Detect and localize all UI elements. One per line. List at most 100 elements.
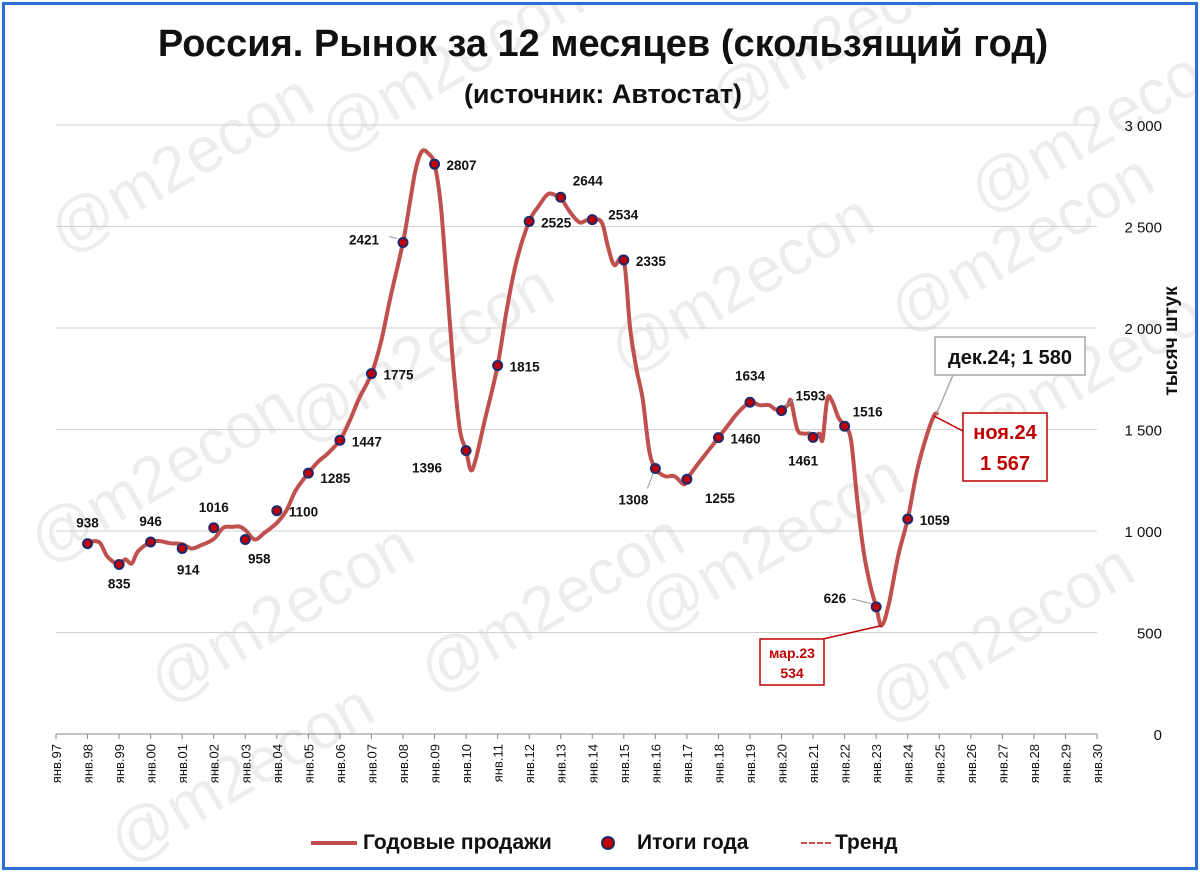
x-tick-label: янв.15 (617, 744, 632, 783)
watermark-text: @m2econ (16, 368, 305, 577)
x-tick-label: янв.28 (1027, 744, 1042, 783)
x-tick-label: янв.17 (680, 744, 695, 783)
x-tick-label: янв.21 (806, 744, 821, 783)
chart-title: Россия. Рынок за 12 месяцев (скользящий … (157, 23, 1049, 65)
line-chart: @m2econ@m2econ @m2econ@m2econ@m2econ@m2ec… (16, 5, 1195, 867)
data-label: 1059 (920, 513, 950, 528)
data-label: 1016 (199, 500, 230, 515)
x-tick-label: янв.03 (238, 744, 253, 783)
data-label: 2644 (573, 173, 604, 188)
watermark-text: @m2econ (276, 248, 565, 457)
x-tick-label: янв.27 (995, 744, 1010, 783)
x-tick-label: янв.30 (1090, 744, 1105, 783)
chart-subtitle: (источник: Автостат) (463, 79, 743, 109)
data-label: 1461 (788, 453, 819, 468)
data-label: 2335 (636, 254, 667, 269)
callout-text-dec24: дек.24; 1 580 (948, 347, 1072, 369)
data-label: 938 (76, 516, 99, 531)
legend-line-swatch (311, 841, 357, 845)
year-total-marker (365, 368, 377, 380)
data-label-leader (388, 236, 398, 240)
year-total-marker (271, 505, 283, 517)
x-tick-label: янв.98 (81, 744, 96, 783)
data-label-leader (852, 598, 873, 605)
watermark-text: @m2econ (696, 5, 985, 137)
data-label: 914 (177, 562, 200, 577)
x-tick-label: янв.08 (396, 744, 411, 783)
x-tick-label: янв.01 (175, 744, 190, 783)
year-total-marker (870, 601, 882, 613)
data-label: 1775 (383, 368, 414, 383)
year-total-marker (176, 542, 188, 554)
year-total-marker (618, 254, 630, 266)
data-label: 1447 (352, 434, 382, 449)
series-line-annual-sales (85, 148, 939, 628)
data-label-leader (785, 398, 794, 407)
year-total-marker (239, 534, 251, 546)
callout-box-nov24 (962, 412, 1048, 482)
watermark-text: @m2econ (596, 178, 885, 387)
callout-box-mar23 (759, 638, 825, 686)
x-tick-label: янв.10 (459, 744, 474, 783)
x-tick-label: янв.20 (775, 744, 790, 783)
data-label: 1460 (730, 432, 760, 447)
legend-dot-swatch (601, 836, 615, 850)
data-label: 2421 (349, 233, 380, 248)
x-tick-label: янв.06 (333, 744, 348, 783)
x-tick-label: янв.12 (522, 744, 537, 783)
x-tick-label: янв.19 (743, 744, 758, 783)
x-tick-label: янв.23 (869, 744, 884, 783)
year-total-marker (555, 191, 567, 203)
callout-text-nov24-value: 1 567 (980, 453, 1030, 475)
year-total-marker (334, 434, 346, 446)
data-label: 2534 (608, 208, 639, 223)
year-total-marker (302, 467, 314, 479)
x-tick-label: янв.29 (1058, 744, 1073, 783)
x-tick-label: янв.26 (964, 744, 979, 783)
data-label: 1815 (510, 360, 541, 375)
year-total-marker (586, 214, 598, 226)
data-label: 1255 (705, 491, 736, 506)
year-total-marker (145, 536, 157, 548)
data-label: 2807 (447, 158, 477, 173)
callout-text-mar23-month: мар.23 (769, 645, 815, 661)
y-tick-label: 2 000 (1124, 321, 1162, 338)
year-total-marker (712, 432, 724, 444)
legend-item-sales: Годовые продажи (311, 831, 552, 855)
callout-leader-nov24 (933, 415, 964, 432)
x-tick-label: янв.05 (301, 744, 316, 783)
y-tick-label: 3 000 (1124, 118, 1162, 135)
year-total-marker (208, 522, 220, 534)
y-tick-label: 1 000 (1124, 524, 1162, 541)
data-label: 1516 (853, 404, 884, 419)
callout-text-mar23-value: 534 (780, 665, 804, 681)
data-label: 946 (139, 514, 162, 529)
data-label: 958 (248, 552, 271, 567)
data-label: 2525 (541, 215, 572, 230)
data-label: 1396 (412, 461, 443, 476)
year-total-marker (744, 396, 756, 408)
year-total-marker (776, 405, 788, 417)
x-tick-label: янв.09 (428, 744, 443, 783)
x-tick-label: янв.25 (932, 744, 947, 783)
y-tick-label: 2 500 (1124, 220, 1162, 237)
year-total-marker (807, 431, 819, 443)
legend-label-trend: Тренд (835, 831, 898, 854)
data-label: 626 (824, 591, 847, 606)
x-tick-label: янв.04 (270, 744, 285, 783)
year-total-marker (460, 445, 472, 457)
callout-text-nov24-month: ноя.24 (973, 422, 1037, 444)
x-tick-label: янв.16 (648, 744, 663, 783)
x-tick-label: янв.13 (554, 744, 569, 783)
year-total-marker (429, 158, 441, 170)
year-total-marker (839, 420, 851, 432)
x-tick-label: янв.97 (49, 744, 64, 783)
year-total-marker (681, 473, 693, 485)
callout-box-dec24 (934, 336, 1086, 376)
year-total-marker (82, 538, 94, 550)
y-tick-label: 0 (1154, 727, 1162, 744)
x-tick-label: янв.99 (112, 744, 127, 783)
year-total-marker (523, 215, 535, 227)
data-label: 1285 (320, 471, 351, 486)
data-label: 1308 (618, 492, 649, 507)
